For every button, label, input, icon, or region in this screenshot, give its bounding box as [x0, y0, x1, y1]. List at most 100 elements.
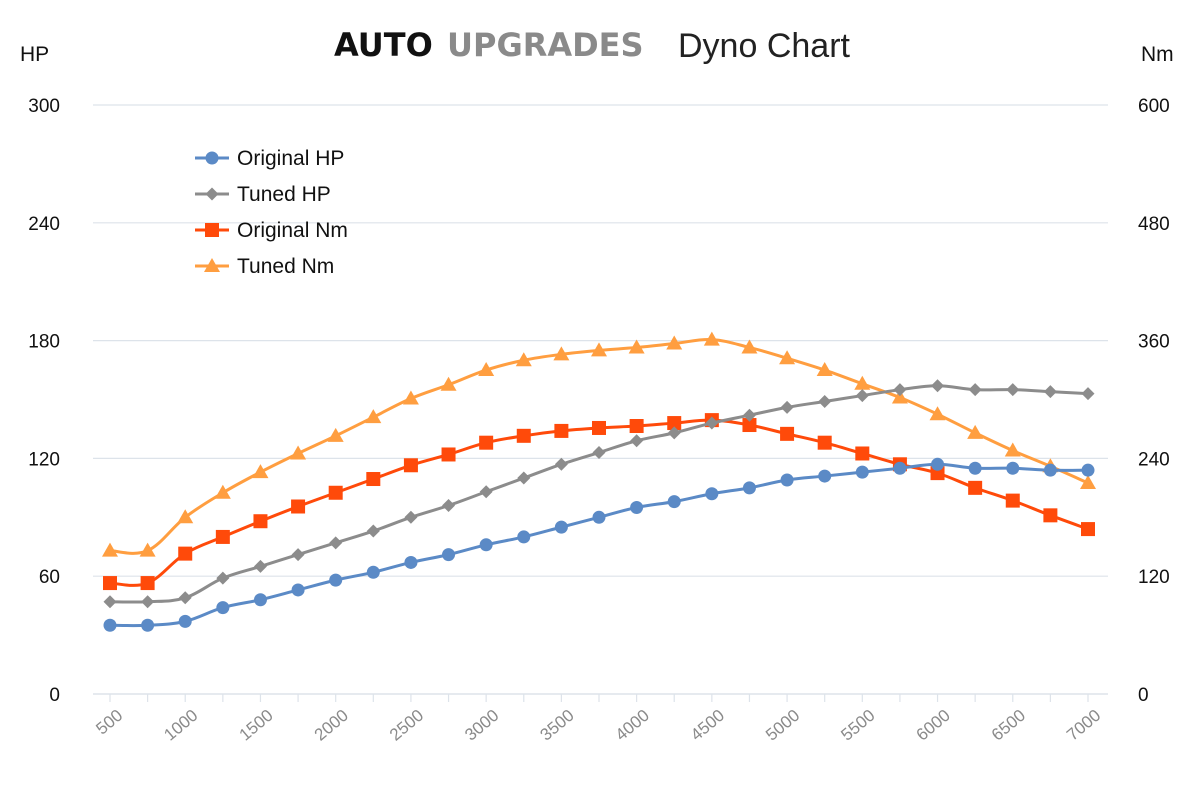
- y-right-tick-label: 480: [1138, 214, 1170, 235]
- y-right-tick-label: 120: [1138, 567, 1170, 588]
- legend-marker: [205, 223, 219, 237]
- tuned-hp-point: [479, 485, 493, 499]
- x-tick-label: 1500: [236, 706, 277, 745]
- tuned-hp-point: [178, 591, 192, 605]
- tuned-hp-point: [1081, 387, 1095, 401]
- original-hp-point: [329, 573, 343, 587]
- original-nm-point: [1005, 493, 1020, 508]
- tuned-hp-point: [554, 457, 568, 471]
- legend-label: Tuned Nm: [237, 255, 334, 278]
- legend-marker: [205, 151, 219, 165]
- tuned-hp-point: [667, 426, 681, 440]
- original-nm-point: [328, 485, 343, 500]
- tuned-nm-point: [741, 339, 758, 354]
- tuned-nm-point: [139, 542, 156, 557]
- original-nm-point: [554, 423, 569, 438]
- tuned-hp-point: [705, 416, 719, 430]
- x-tick-label: 2500: [386, 706, 427, 745]
- tuned-hp-point: [742, 408, 756, 422]
- legend-marker: [204, 258, 220, 272]
- original-hp-point: [630, 500, 644, 514]
- legend-item-original-nm: Original Nm: [195, 219, 348, 242]
- x-tick-label: 4500: [687, 706, 728, 745]
- series-tuned-hp: [103, 379, 1095, 609]
- y-left-tick-label: 60: [39, 567, 60, 588]
- tuned-nm-point: [891, 389, 908, 404]
- x-tick-label: 3500: [536, 706, 577, 745]
- tuned-hp-point: [103, 595, 117, 609]
- legend-item-tuned-nm: Tuned Nm: [195, 255, 334, 278]
- original-hp-point: [291, 583, 305, 597]
- tuned-nm-point: [252, 464, 269, 479]
- brand-logo-primary: AUTO: [334, 26, 433, 64]
- original-nm-point: [516, 428, 531, 443]
- original-hp-point: [705, 487, 719, 501]
- tuned-hp-point: [216, 571, 230, 585]
- tuned-hp-point: [253, 559, 267, 573]
- tuned-hp-point: [404, 510, 418, 524]
- gridlines: [93, 104, 1108, 577]
- original-nm-point: [253, 514, 268, 529]
- tuned-nm-point: [703, 331, 720, 346]
- x-tick-label: 6000: [913, 706, 954, 745]
- original-hp-point: [893, 461, 907, 475]
- y-left-tick-label: 0: [49, 685, 60, 706]
- x-tick-label: 1000: [160, 706, 201, 745]
- original-hp-point: [479, 538, 493, 552]
- original-nm-point: [780, 426, 795, 441]
- tuned-hp-point: [780, 400, 794, 414]
- original-hp-point: [178, 614, 192, 628]
- right-axis-unit: Nm: [1141, 43, 1174, 66]
- original-hp-point: [517, 530, 531, 544]
- original-hp-point: [442, 548, 456, 562]
- tuned-nm-point: [854, 375, 871, 390]
- tuned-hp-point: [517, 471, 531, 485]
- tuned-nm-point: [929, 406, 946, 421]
- original-nm-point: [103, 576, 117, 591]
- tuned-nm-point: [1004, 442, 1021, 457]
- original-hp-point: [1043, 463, 1057, 477]
- original-hp-point: [103, 618, 117, 632]
- x-tick-label: 7000: [1063, 706, 1104, 745]
- tuned-hp-point: [1043, 385, 1057, 399]
- tuned-hp-point: [442, 499, 456, 513]
- left-axis-unit: HP: [20, 43, 49, 66]
- y-right-tick-label: 600: [1138, 96, 1170, 117]
- tuned-nm-point: [816, 362, 833, 377]
- original-hp-point: [141, 618, 155, 632]
- original-hp-point: [592, 510, 606, 524]
- tuned-nm-point: [402, 390, 419, 405]
- legend-marker: [205, 187, 219, 201]
- original-hp-point: [855, 465, 869, 479]
- original-nm-point: [855, 446, 870, 461]
- y-right-tick-label: 360: [1138, 332, 1170, 353]
- tuned-nm-point: [967, 424, 984, 439]
- original-hp-point: [1081, 463, 1095, 477]
- tuned-nm-point: [553, 346, 570, 361]
- series-layer: [102, 331, 1096, 632]
- legend-label: Original HP: [237, 147, 344, 170]
- brand-logo-secondary: UPGRADES: [447, 26, 644, 64]
- tuned-nm-point: [290, 445, 307, 460]
- legend-label: Tuned HP: [237, 183, 331, 206]
- y-left-tick-label: 120: [28, 449, 60, 470]
- tuned-nm-point: [440, 376, 457, 391]
- tuned-hp-point: [931, 379, 945, 393]
- original-hp-point: [404, 555, 418, 569]
- x-tick-label: 500: [92, 706, 126, 739]
- tuned-hp-point: [141, 595, 155, 609]
- original-nm-line: [109, 418, 1089, 587]
- original-hp-point: [216, 601, 230, 615]
- x-tick-label: 5500: [837, 706, 878, 745]
- tuned-hp-point: [329, 536, 343, 550]
- original-nm-point: [817, 435, 832, 450]
- original-nm-point: [667, 416, 682, 431]
- original-nm-point: [742, 418, 757, 433]
- legend-item-original-hp: Original HP: [195, 147, 344, 170]
- x-tick-label: 5000: [762, 706, 803, 745]
- tuned-hp-point: [366, 524, 380, 538]
- original-nm-point: [178, 546, 193, 561]
- tuned-nm-point: [478, 362, 495, 377]
